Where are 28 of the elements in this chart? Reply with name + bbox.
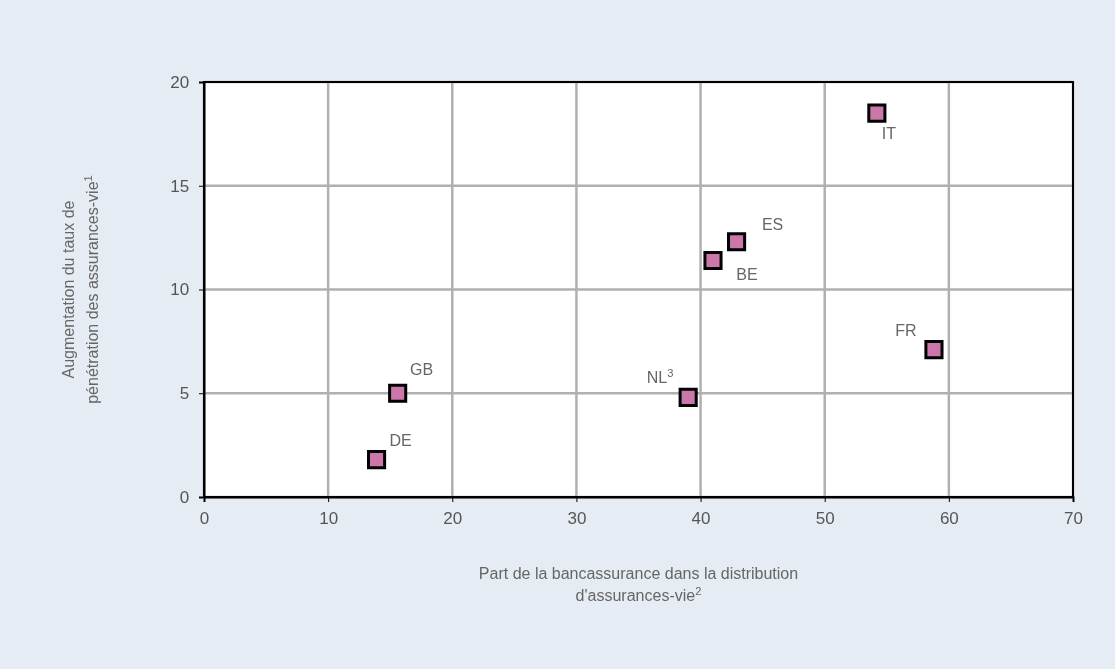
point: [924, 340, 944, 360]
series-label: BE: [736, 266, 758, 284]
series-label: ES: [761, 215, 784, 233]
y-tick-label: 10: [170, 280, 190, 300]
x-tick-label: 40: [691, 508, 711, 528]
point: [678, 387, 698, 407]
point: [867, 103, 887, 123]
x-tick-label: 10: [319, 508, 339, 528]
point: [727, 232, 747, 252]
x-tick-label: 50: [815, 508, 835, 528]
x-tick-label: 60: [939, 508, 959, 528]
point: [388, 383, 408, 403]
x-tick-label: 0: [199, 508, 210, 528]
series-label: FR: [895, 321, 917, 339]
y-tick-label: 5: [179, 384, 190, 404]
y-tick-label: 15: [170, 176, 190, 196]
y-tick-label: 0: [179, 487, 190, 507]
series-label: IT: [881, 125, 897, 143]
x-tick-label: 30: [567, 508, 587, 528]
x-tick-label: 20: [443, 508, 463, 528]
point: [367, 450, 387, 470]
series-label: DE: [389, 431, 412, 449]
series-label: GB: [410, 361, 434, 379]
series-label: NL$^{3}$: [646, 367, 674, 387]
x-axis-title: Part de la bancassurance dans la distribution d'assurances-vie$^{2}$: [478, 565, 799, 604]
point: [703, 250, 723, 271]
y-tick-label: 20: [170, 72, 190, 92]
x-tick-label: 70: [1064, 508, 1083, 528]
